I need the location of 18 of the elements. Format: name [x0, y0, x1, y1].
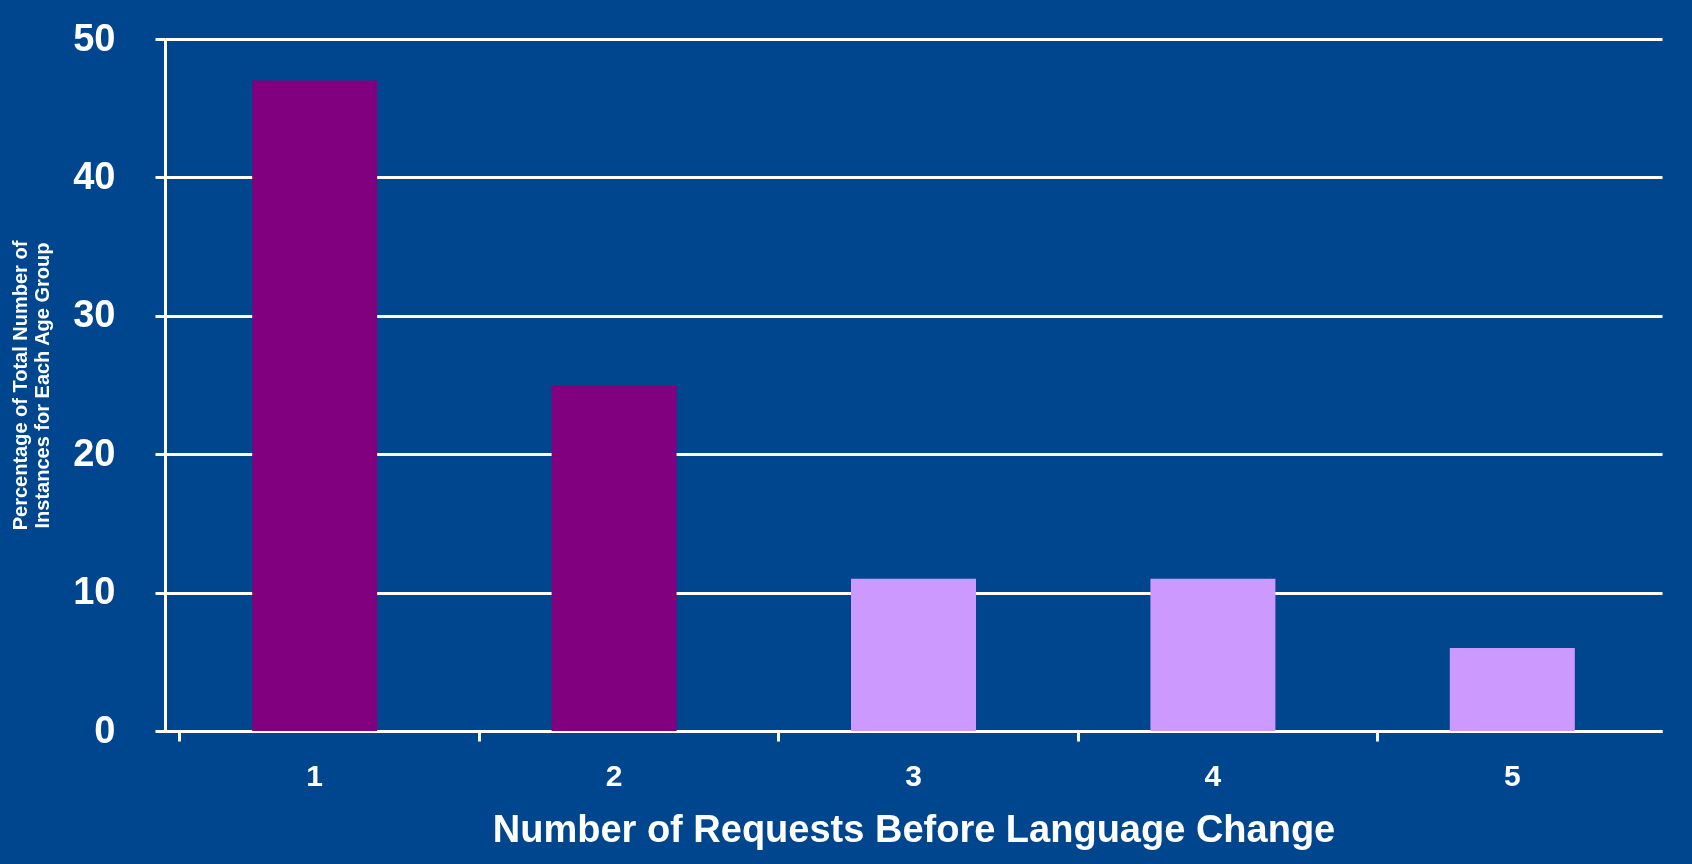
bar — [252, 80, 378, 731]
y-tick-label: 0 — [94, 708, 116, 751]
x-tick-label: 3 — [905, 758, 922, 792]
y-tick-label: 50 — [73, 16, 116, 59]
y-tick-label: 30 — [73, 293, 116, 336]
x-tick-label: 1 — [306, 758, 324, 792]
bar — [1449, 647, 1575, 731]
x-tick-label: 4 — [1204, 758, 1222, 792]
x-tick-label: 2 — [605, 758, 623, 792]
bar — [1150, 578, 1276, 731]
y-tick-label: 20 — [73, 431, 116, 474]
x-tick-label: 5 — [1503, 758, 1521, 792]
y-axis-title: Percentage of Total Number of Instances for Each Age Group — [9, 240, 54, 531]
y-tick-label: 10 — [73, 570, 116, 613]
x-axis-title: Number of Requests Before Language Change — [492, 807, 1336, 850]
bar — [551, 385, 677, 731]
y-tick-label: 40 — [73, 154, 116, 197]
bar — [851, 578, 976, 731]
